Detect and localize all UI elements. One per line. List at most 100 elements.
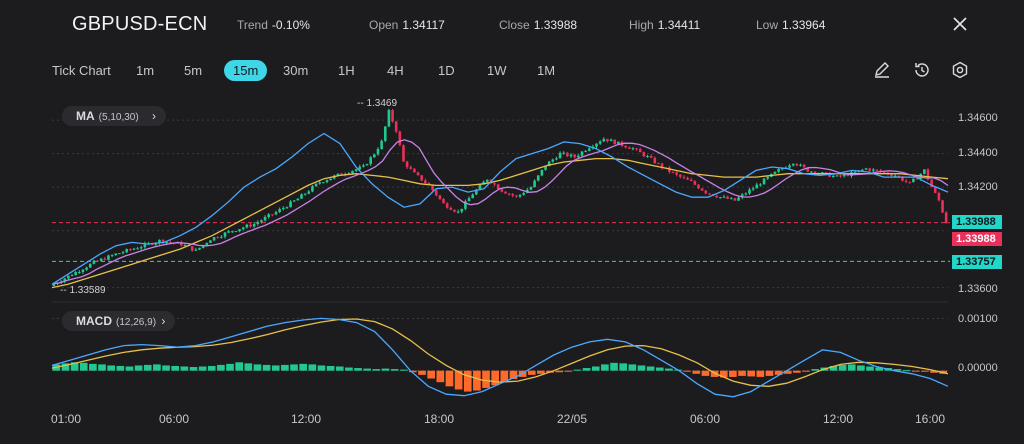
candle-up — [107, 255, 110, 260]
candle-down — [726, 196, 729, 199]
candle-up — [872, 169, 875, 171]
macd-histogram-bar — [354, 368, 362, 371]
macd-histogram-bar — [564, 370, 573, 372]
macd-histogram-bar — [500, 370, 509, 383]
macd-histogram-bar — [262, 364, 271, 371]
candle-down — [340, 173, 343, 175]
candle-up — [744, 193, 748, 195]
macd-histogram-bar — [655, 367, 664, 371]
candle-up — [755, 184, 759, 189]
candle-down — [161, 239, 165, 244]
candle-down — [96, 260, 99, 262]
macd-histogram-bar — [665, 368, 673, 371]
ma-indicator-pill[interactable]: MA (5,10,30) › — [62, 106, 167, 126]
candle-down — [933, 187, 937, 193]
candle-up — [547, 161, 551, 167]
macd-histogram-bar — [180, 366, 189, 371]
candle-up — [536, 175, 540, 181]
macd-histogram-bar — [866, 366, 874, 371]
candle-down — [394, 121, 398, 132]
candle-up — [646, 156, 649, 158]
candle-down — [216, 237, 220, 239]
candle-down — [442, 199, 445, 204]
candle-up — [766, 176, 770, 179]
candle-down — [624, 145, 627, 148]
tab-1w[interactable]: 1W — [487, 63, 507, 78]
candle-up — [336, 173, 340, 176]
candle-up — [529, 187, 533, 190]
macd-histogram-bar — [427, 370, 435, 379]
macd-histogram-bar — [738, 370, 746, 376]
candle-up — [762, 178, 766, 185]
tab-30m[interactable]: 30m — [283, 63, 309, 78]
tab-4h[interactable]: 4H — [387, 63, 404, 78]
macd-histogram-bar — [445, 370, 454, 387]
close-icon[interactable] — [950, 14, 970, 34]
candle-down — [405, 161, 409, 168]
candle-down — [686, 177, 689, 180]
macd-histogram-bar — [253, 364, 262, 371]
macd-histogram-bar — [299, 363, 307, 371]
header-bar: GBPUSD-ECN Trend -0.10% Open 1.34117 Close… — [0, 0, 1024, 50]
macd-histogram-bar — [573, 369, 582, 371]
candle-up — [522, 193, 525, 195]
y-tick-label: 1.34600 — [958, 112, 998, 124]
candle-up — [729, 198, 733, 200]
x-tick-label: 12:00 — [290, 412, 322, 426]
tab-1m[interactable]: 1m — [136, 63, 155, 78]
candle-down — [445, 203, 449, 208]
macd-indicator-pill[interactable]: MACD (12,26,9) › — [62, 311, 176, 331]
macd-histogram-bar — [207, 365, 216, 371]
close-label: Close — [499, 18, 530, 32]
candle-down — [904, 180, 908, 182]
macd-histogram-bar — [774, 370, 783, 375]
tab-1mo[interactable]: 1M — [537, 63, 556, 78]
candle-down — [606, 138, 609, 142]
x-tick-label: 06:00 — [689, 412, 721, 426]
macd-histogram-bar — [509, 370, 518, 380]
candle-up — [278, 209, 281, 213]
candle-down — [566, 152, 569, 157]
candle-down — [908, 181, 912, 183]
candle-up — [923, 169, 926, 174]
candle-up — [376, 148, 380, 155]
candle-up — [329, 178, 332, 181]
x-tick-label: 12:00 — [822, 412, 854, 426]
close-value: 1.33988 — [533, 18, 578, 32]
macd-histogram-bar — [134, 365, 143, 371]
open-label: Open — [369, 18, 399, 32]
candle-down — [941, 200, 944, 213]
symbol-title: GBPUSD-ECN — [72, 13, 208, 35]
macd-histogram-bar — [610, 362, 618, 371]
candle-down — [675, 172, 678, 175]
macd-histogram-bar — [271, 365, 280, 371]
candle-down — [434, 190, 438, 196]
candle-up — [780, 168, 784, 170]
candle-up — [595, 143, 598, 147]
tab-15m[interactable]: 15m — [224, 60, 268, 81]
candle-up — [201, 244, 205, 248]
tab-5m[interactable]: 5m — [184, 63, 203, 78]
clock-rewind-icon[interactable] — [912, 60, 932, 80]
high-label: High — [629, 18, 654, 32]
candle-up — [842, 174, 846, 177]
pencil-icon[interactable] — [872, 60, 892, 80]
candle-down — [897, 175, 901, 178]
candle-up — [227, 231, 230, 233]
tab-1h[interactable]: 1H — [338, 63, 355, 78]
candle-up — [289, 201, 292, 208]
macd-name: MACD — [76, 314, 112, 328]
ma-name: MA — [76, 109, 95, 123]
macd-histogram-bar — [399, 369, 408, 371]
tab-tick-chart[interactable]: Tick Chart — [52, 63, 111, 78]
macd-histogram-bar — [847, 364, 856, 371]
candle-up — [471, 194, 474, 199]
candle-up — [81, 269, 85, 272]
candle-up — [311, 186, 314, 192]
candle-down — [504, 191, 507, 194]
candle-up — [602, 138, 606, 142]
tab-1d[interactable]: 1D — [438, 63, 455, 78]
hexagon-gear-icon[interactable] — [950, 60, 970, 80]
macd-histogram-bar — [893, 369, 902, 371]
